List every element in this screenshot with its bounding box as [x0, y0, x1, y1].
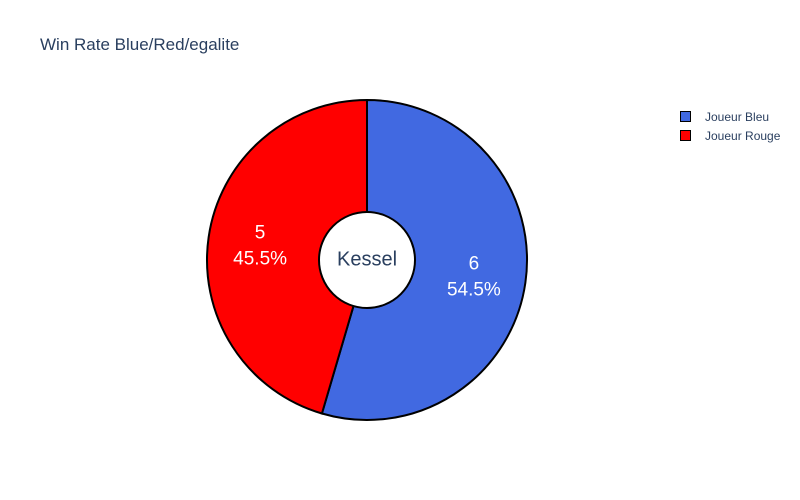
slice-percent-label: 45.5%	[233, 249, 287, 270]
slice-percent-label: 54.5%	[447, 279, 501, 300]
legend: Joueur Bleu Joueur Rouge	[680, 107, 780, 145]
legend-swatch-red	[680, 130, 691, 141]
legend-label: Joueur Rouge	[705, 128, 781, 143]
legend-item-joueur-bleu[interactable]: Joueur Bleu	[680, 107, 780, 126]
slice-value-label: 6	[469, 253, 480, 274]
center-label: Kessel	[337, 248, 397, 270]
legend-item-joueur-rouge[interactable]: Joueur Rouge	[680, 126, 780, 145]
donut-hole	[318, 211, 416, 309]
legend-label: Joueur Bleu	[705, 109, 770, 124]
chart-title: Win Rate Blue/Red/egalite	[40, 35, 240, 54]
pie-slice-joueur-bleu[interactable]	[320, 98, 528, 421]
slice-value-label: 5	[255, 223, 266, 244]
pie-slice-joueur-rouge[interactable]	[206, 98, 368, 415]
legend-swatch-blue	[680, 111, 691, 122]
